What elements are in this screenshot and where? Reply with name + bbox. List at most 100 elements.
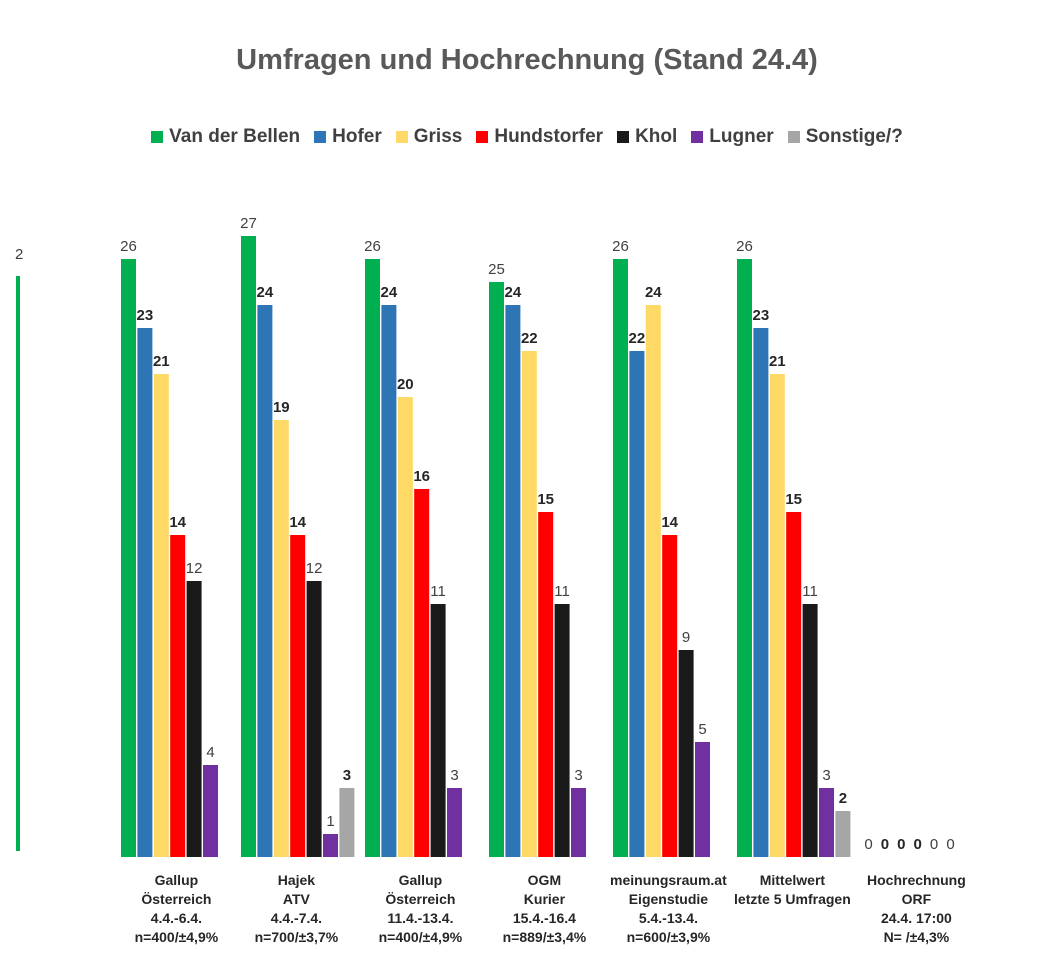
- data-label: 24: [645, 284, 662, 301]
- category-label: n=889/±3,4%: [503, 929, 587, 945]
- legend-swatch: [476, 131, 489, 143]
- data-label: 11: [802, 583, 818, 600]
- bar: [835, 811, 851, 857]
- legend-label: Hofer: [332, 126, 382, 147]
- category-label: Gallup: [399, 872, 443, 888]
- bar: [629, 351, 645, 857]
- data-label: 3: [822, 767, 830, 784]
- data-label: 11: [430, 583, 446, 600]
- category-label: Österreich: [141, 891, 211, 907]
- legend-item: Griss: [395, 126, 463, 148]
- bar: [186, 581, 202, 857]
- bar: [521, 351, 537, 857]
- bar: [678, 650, 694, 857]
- legend-label: Hundstorfer: [494, 126, 604, 147]
- data-label: 23: [137, 307, 154, 324]
- data-label: 24: [257, 284, 274, 301]
- bar: [16, 276, 20, 851]
- bar: [662, 535, 678, 857]
- data-label: 3: [343, 767, 351, 784]
- legend-label: Khol: [635, 126, 678, 147]
- data-label: 26: [120, 238, 137, 255]
- data-label: 3: [574, 767, 582, 784]
- category-label: 15.4.-16.4: [513, 910, 576, 926]
- bar: [737, 259, 752, 857]
- category-label: Kurier: [524, 891, 566, 907]
- legend-item: Hofer: [314, 126, 382, 148]
- category-label: letzte 5 Umfragen: [734, 891, 851, 907]
- category-label: Hochrechnung: [867, 872, 966, 888]
- bar: [121, 259, 136, 857]
- bar: [538, 512, 554, 857]
- category-label: Mittelwert: [760, 872, 826, 888]
- data-label: 14: [289, 514, 306, 531]
- bar: [819, 788, 834, 857]
- data-label: 22: [521, 330, 538, 347]
- bar: [137, 328, 153, 857]
- data-label: 14: [661, 514, 678, 531]
- category-label: n=700/±3,7%: [255, 929, 339, 945]
- bar: [203, 765, 218, 857]
- category-label: 4.4.-7.4.: [271, 910, 322, 926]
- data-label: 26: [612, 238, 629, 255]
- data-label: 0: [914, 836, 922, 853]
- data-label: 2: [15, 246, 23, 263]
- data-label: 1: [326, 813, 334, 830]
- bar: [241, 236, 256, 857]
- data-label: 11: [554, 583, 570, 600]
- data-label: 14: [169, 514, 186, 531]
- data-label: 19: [273, 399, 290, 416]
- category-label: 5.4.-13.4.: [639, 910, 698, 926]
- data-label: 27: [240, 215, 257, 232]
- category-label: Hajek: [278, 872, 316, 888]
- bar: [290, 535, 306, 857]
- legend-label: Lugner: [709, 126, 774, 147]
- data-label: 21: [769, 353, 786, 370]
- bar: [273, 420, 289, 857]
- category-label: ATV: [283, 891, 311, 907]
- data-label: 4: [206, 744, 214, 761]
- data-label: 22: [629, 330, 646, 347]
- category-label: N= /±4,3%: [884, 929, 950, 945]
- bar: [397, 397, 413, 857]
- bar: [365, 259, 380, 857]
- data-label: 0: [930, 836, 938, 853]
- legend-label: Sonstige/?: [805, 126, 903, 147]
- category-label: n=600/±3,9%: [627, 929, 711, 945]
- data-label: 24: [505, 284, 522, 301]
- bar: [753, 328, 769, 857]
- data-label: 15: [537, 491, 554, 508]
- bar: [414, 489, 430, 857]
- legend-item: Lugner: [691, 126, 774, 148]
- bar: [381, 305, 397, 857]
- bar: [769, 374, 785, 857]
- data-label: 24: [381, 284, 398, 301]
- category-label: meinungsraum.at: [610, 872, 727, 888]
- category-label: 4.4.-6.4.: [151, 910, 202, 926]
- data-label: 12: [186, 560, 203, 577]
- bar: [430, 604, 446, 857]
- bar: [153, 374, 169, 857]
- bar: [645, 305, 661, 857]
- legend-label: Van der Bellen: [169, 126, 301, 147]
- data-label: 15: [785, 491, 802, 508]
- bar: [786, 512, 802, 857]
- bar: [613, 259, 628, 857]
- category-label: n=400/±4,9%: [379, 929, 463, 945]
- data-label: 0: [897, 836, 905, 853]
- category-label: 24.4. 17:00: [881, 910, 952, 926]
- legend-item: Khol: [617, 126, 677, 148]
- data-label: 26: [364, 238, 381, 255]
- legend-item: Van der Bellen: [151, 126, 300, 148]
- bar: [802, 604, 818, 857]
- data-label: 3: [450, 767, 458, 784]
- data-label: 2: [839, 790, 847, 807]
- data-label: 23: [753, 307, 770, 324]
- category-label: OGM: [528, 872, 561, 888]
- bar: [554, 604, 570, 857]
- data-label: 0: [864, 836, 872, 853]
- category-label: n=400/±4,9%: [135, 929, 219, 945]
- bar: [170, 535, 186, 857]
- legend-label: Griss: [413, 126, 463, 147]
